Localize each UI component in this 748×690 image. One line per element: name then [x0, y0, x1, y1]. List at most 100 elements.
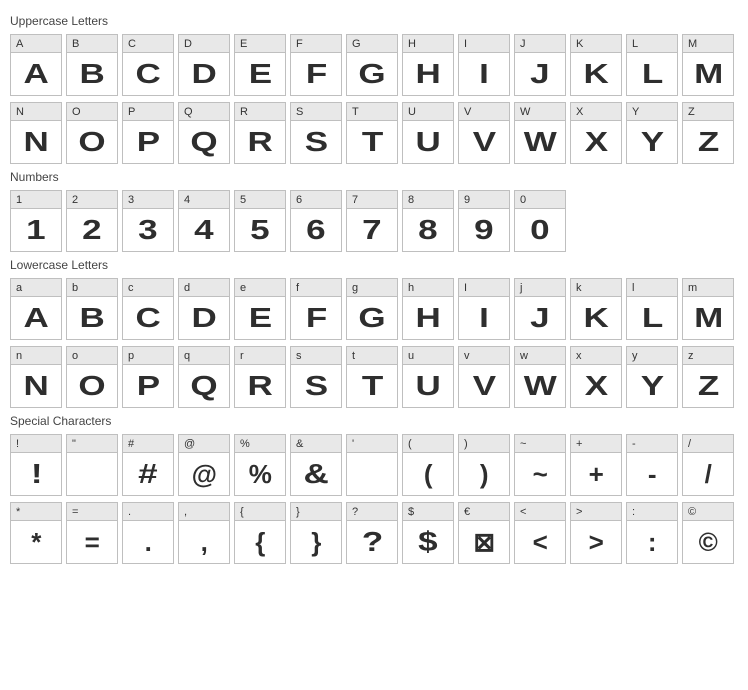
glyph-cell[interactable]: 00 [514, 190, 566, 252]
glyph-cell[interactable]: NN [10, 102, 62, 164]
glyph-cell[interactable]: nN [10, 346, 62, 408]
glyph-cell[interactable]: :: [626, 502, 678, 564]
glyph-cell[interactable]: VV [458, 102, 510, 164]
glyph-preview: © [683, 521, 733, 563]
glyph-preview: K [571, 297, 621, 339]
glyph-cell[interactable]: ©© [682, 502, 734, 564]
glyph-cell[interactable]: && [290, 434, 342, 496]
glyph-cell[interactable]: vV [458, 346, 510, 408]
glyph-cell[interactable]: aA [10, 278, 62, 340]
glyph-cell[interactable]: bB [66, 278, 118, 340]
glyph-cell[interactable]: mM [682, 278, 734, 340]
glyph-cell[interactable]: DD [178, 34, 230, 96]
glyph-cell[interactable]: 11 [10, 190, 62, 252]
glyph-cell[interactable]: ,, [178, 502, 230, 564]
glyph-cell[interactable]: cC [122, 278, 174, 340]
glyph-cell[interactable]: 33 [122, 190, 174, 252]
glyph-cell[interactable]: }} [290, 502, 342, 564]
glyph-cell[interactable]: MM [682, 34, 734, 96]
glyph-cell[interactable]: eE [234, 278, 286, 340]
glyph-cell[interactable]: uU [402, 346, 454, 408]
glyph-cell[interactable]: oO [66, 346, 118, 408]
glyph-cell[interactable]: ~~ [514, 434, 566, 496]
glyph-cell[interactable]: II [458, 34, 510, 96]
glyph-cell[interactable]: lL [626, 278, 678, 340]
glyph-cell[interactable]: ' [346, 434, 398, 496]
glyph-cell[interactable]: kK [570, 278, 622, 340]
glyph-cell[interactable]: 77 [346, 190, 398, 252]
glyph-cell[interactable]: // [682, 434, 734, 496]
glyph-cell[interactable]: 66 [290, 190, 342, 252]
glyph-cell[interactable]: WW [514, 102, 566, 164]
glyph-cell[interactable]: qQ [178, 346, 230, 408]
glyph-cell[interactable]: (( [402, 434, 454, 496]
glyph-cell[interactable]: .. [122, 502, 174, 564]
glyph-cell[interactable]: sS [290, 346, 342, 408]
glyph-cell[interactable]: hH [402, 278, 454, 340]
glyph-cell[interactable]: ## [122, 434, 174, 496]
glyph-preview: T [347, 365, 397, 407]
glyph-cell[interactable]: tT [346, 346, 398, 408]
glyph-cell[interactable]: €⊠ [458, 502, 510, 564]
glyph-label: 5 [235, 191, 285, 209]
glyph-label: V [459, 103, 509, 121]
glyph-preview: F [291, 297, 341, 339]
glyph-cell[interactable]: QQ [178, 102, 230, 164]
glyph-cell[interactable]: ** [10, 502, 62, 564]
glyph-cell[interactable]: rR [234, 346, 286, 408]
glyph-cell[interactable]: UU [402, 102, 454, 164]
glyph-cell[interactable]: AA [10, 34, 62, 96]
glyph-cell[interactable]: ++ [570, 434, 622, 496]
glyph-preview: 1 [11, 209, 61, 251]
glyph-cell[interactable]: 99 [458, 190, 510, 252]
glyph-cell[interactable]: -- [626, 434, 678, 496]
glyph-label: O [67, 103, 117, 121]
glyph-cell[interactable]: SS [290, 102, 342, 164]
glyph-cell[interactable]: 55 [234, 190, 286, 252]
glyph-cell[interactable]: fF [290, 278, 342, 340]
glyph-cell[interactable]: zZ [682, 346, 734, 408]
glyph-cell[interactable]: EE [234, 34, 286, 96]
glyph-cell[interactable]: !! [10, 434, 62, 496]
glyph-cell[interactable]: jJ [514, 278, 566, 340]
glyph-cell[interactable]: @@ [178, 434, 230, 496]
glyph-cell[interactable]: ZZ [682, 102, 734, 164]
glyph-cell[interactable]: wW [514, 346, 566, 408]
glyph-cell[interactable]: yY [626, 346, 678, 408]
glyph-cell[interactable]: HH [402, 34, 454, 96]
glyph-cell[interactable]: PP [122, 102, 174, 164]
glyph-cell[interactable]: gG [346, 278, 398, 340]
glyph-cell[interactable]: pP [122, 346, 174, 408]
glyph-cell[interactable]: " [66, 434, 118, 496]
glyph: F [306, 302, 327, 334]
glyph-cell[interactable]: II [458, 278, 510, 340]
glyph-cell[interactable]: GG [346, 34, 398, 96]
glyph: G [359, 302, 386, 334]
glyph-cell[interactable]: 44 [178, 190, 230, 252]
glyph-cell[interactable]: )) [458, 434, 510, 496]
glyph-cell[interactable]: BB [66, 34, 118, 96]
glyph-cell[interactable]: $$ [402, 502, 454, 564]
glyph-cell[interactable]: == [66, 502, 118, 564]
glyph-cell[interactable]: xX [570, 346, 622, 408]
glyph-cell[interactable]: CC [122, 34, 174, 96]
glyph-cell[interactable]: XX [570, 102, 622, 164]
glyph-cell[interactable]: RR [234, 102, 286, 164]
glyph-cell[interactable]: YY [626, 102, 678, 164]
glyph-cell[interactable]: dD [178, 278, 230, 340]
glyph-label: 9 [459, 191, 509, 209]
glyph-cell[interactable]: >> [570, 502, 622, 564]
glyph-cell[interactable]: FF [290, 34, 342, 96]
glyph-cell[interactable]: %% [234, 434, 286, 496]
glyph-cell[interactable]: ?? [346, 502, 398, 564]
glyph-cell[interactable]: << [514, 502, 566, 564]
glyph-cell[interactable]: 88 [402, 190, 454, 252]
glyph-cell[interactable]: TT [346, 102, 398, 164]
glyph-cell[interactable]: JJ [514, 34, 566, 96]
glyph-cell[interactable]: {{ [234, 502, 286, 564]
glyph-cell[interactable]: OO [66, 102, 118, 164]
glyph-cell[interactable]: LL [626, 34, 678, 96]
glyph-cell[interactable]: KK [570, 34, 622, 96]
glyph-cell[interactable]: 22 [66, 190, 118, 252]
glyph: D [192, 58, 217, 90]
